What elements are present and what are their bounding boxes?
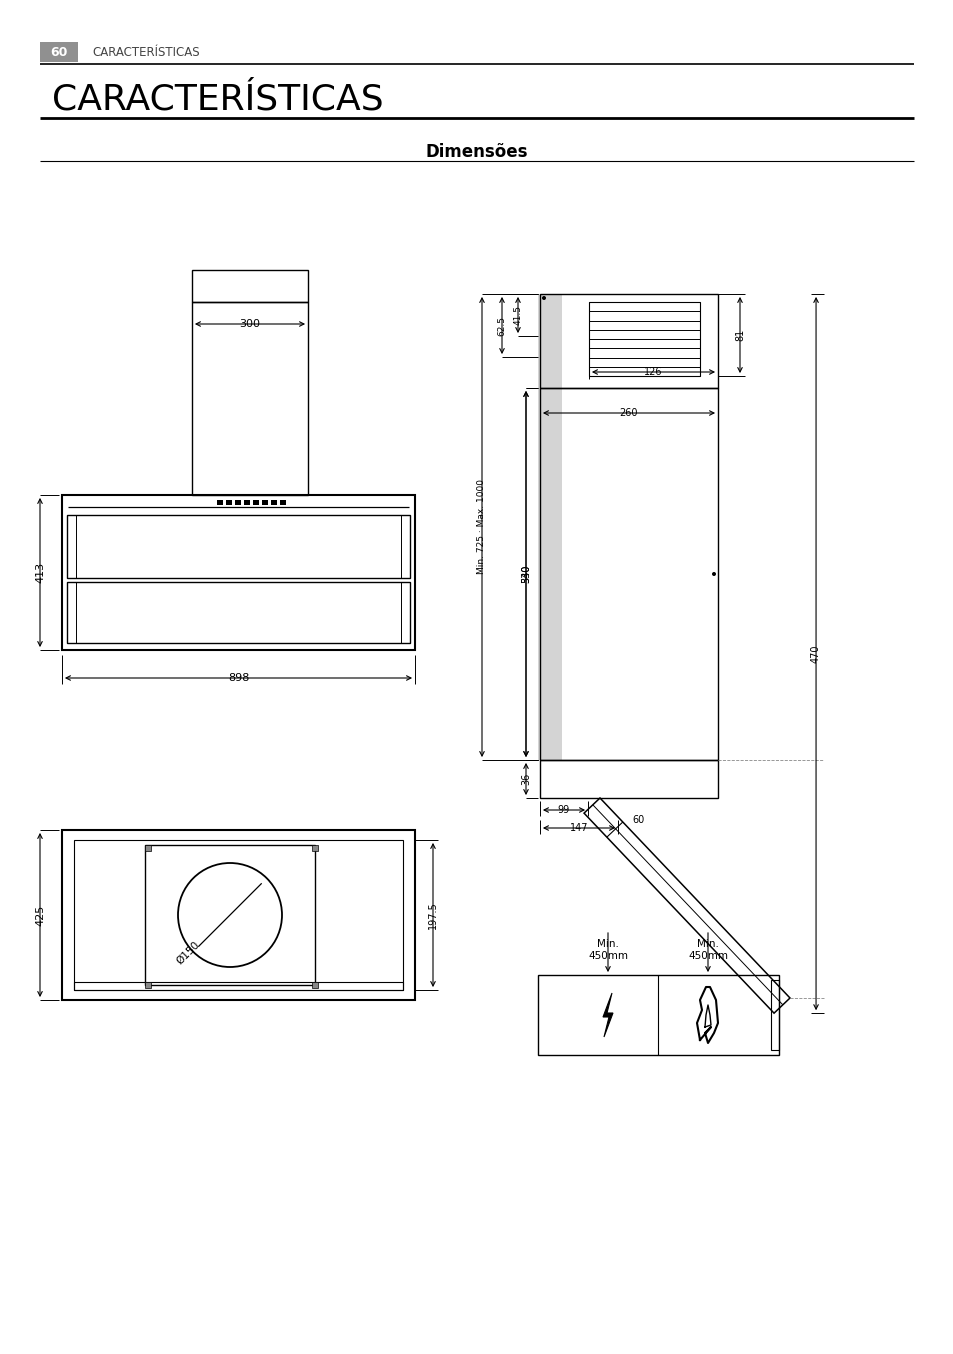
- Bar: [312, 845, 317, 852]
- Bar: [537, 975, 779, 1055]
- Text: 898: 898: [228, 673, 249, 682]
- Polygon shape: [602, 992, 613, 1037]
- Text: 60: 60: [632, 815, 643, 825]
- Bar: [74, 982, 402, 990]
- Text: 540: 540: [520, 565, 531, 584]
- Text: 413: 413: [35, 562, 45, 584]
- Bar: [588, 302, 700, 376]
- Text: 197.5: 197.5: [428, 902, 437, 929]
- Bar: [539, 389, 718, 760]
- Text: 470: 470: [810, 645, 821, 663]
- Text: 81: 81: [734, 329, 744, 341]
- Bar: [244, 500, 250, 505]
- Bar: [312, 982, 317, 988]
- Text: 41.5: 41.5: [513, 305, 522, 325]
- Text: 260: 260: [619, 408, 638, 418]
- Bar: [226, 500, 232, 505]
- Bar: [145, 845, 151, 852]
- Text: 425: 425: [35, 904, 45, 926]
- Text: 330: 330: [520, 565, 531, 584]
- Bar: [192, 269, 308, 302]
- Bar: [145, 845, 314, 984]
- Bar: [262, 500, 268, 505]
- Bar: [62, 830, 415, 1001]
- Text: 300: 300: [239, 320, 260, 329]
- Text: 99: 99: [558, 806, 570, 815]
- Bar: [67, 515, 410, 578]
- Text: Dimensões: Dimensões: [425, 144, 528, 161]
- Text: Min.
450mm: Min. 450mm: [587, 940, 627, 961]
- Bar: [537, 294, 561, 760]
- Bar: [770, 980, 779, 1049]
- Circle shape: [711, 571, 716, 575]
- Text: 62.5: 62.5: [497, 315, 506, 336]
- Bar: [145, 982, 151, 988]
- Bar: [253, 500, 258, 505]
- Text: 60: 60: [51, 46, 68, 58]
- Bar: [216, 500, 223, 505]
- Text: 147: 147: [569, 823, 588, 833]
- Bar: [74, 839, 402, 990]
- Bar: [234, 500, 241, 505]
- Circle shape: [541, 297, 545, 301]
- Text: Ø150: Ø150: [174, 940, 201, 967]
- Text: 126: 126: [643, 367, 662, 376]
- Text: Min.
450mm: Min. 450mm: [687, 940, 727, 961]
- Bar: [40, 42, 78, 62]
- Text: CARACTERÍSTICAS: CARACTERÍSTICAS: [91, 46, 199, 58]
- Bar: [62, 496, 415, 650]
- Text: CARACTERÍSTICAS: CARACTERÍSTICAS: [52, 83, 383, 116]
- Bar: [539, 760, 718, 798]
- Bar: [67, 582, 410, 643]
- Bar: [539, 294, 718, 389]
- Bar: [271, 500, 276, 505]
- Text: 36: 36: [520, 773, 531, 785]
- Text: Min. 725 · Max. 1000: Min. 725 · Max. 1000: [477, 479, 486, 574]
- Bar: [192, 302, 308, 496]
- Bar: [280, 500, 286, 505]
